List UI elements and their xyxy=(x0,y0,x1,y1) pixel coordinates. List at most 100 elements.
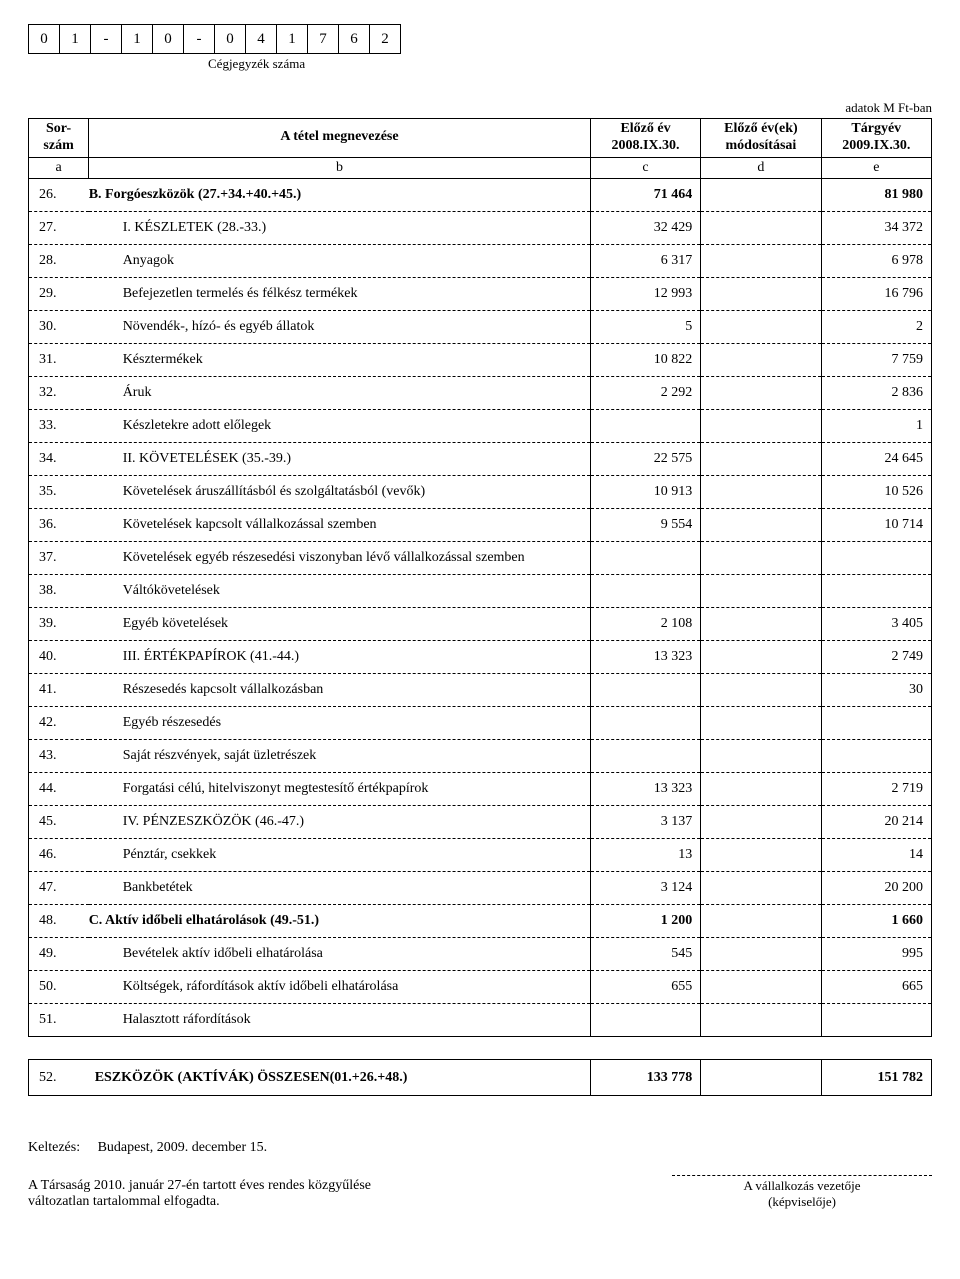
th-sorszam: Sor- szám xyxy=(29,119,89,158)
row-prev-year xyxy=(590,707,700,740)
row-num: 30. xyxy=(29,311,89,344)
row-num: 28. xyxy=(29,245,89,278)
table-row: 38.Váltókövetelések xyxy=(29,575,932,608)
row-name: Részesedés kapcsolt vállalkozásban xyxy=(89,674,591,707)
table-row: 49.Bevételek aktív időbeli elhatárolása5… xyxy=(29,938,932,971)
row-current-year: 7 759 xyxy=(821,344,931,377)
registry-cell: 4 xyxy=(245,24,277,54)
table-row: 37.Követelések egyéb részesedési viszony… xyxy=(29,542,932,575)
row-current-year: 20 200 xyxy=(821,872,931,905)
row-prev-year: 22 575 xyxy=(590,443,700,476)
th-targyev: Tárgyév 2009.IX.30. xyxy=(821,119,931,158)
row-prev-year: 1 200 xyxy=(590,905,700,938)
table-row: 29.Befejezetlen termelés és félkész term… xyxy=(29,278,932,311)
row-modifications xyxy=(701,872,821,905)
row-current-year: 2 749 xyxy=(821,641,931,674)
row-name: Bevételek aktív időbeli elhatárolása xyxy=(89,938,591,971)
row-num: 27. xyxy=(29,212,89,245)
total-name: ESZKÖZÖK (AKTÍVÁK) ÖSSZESEN(01.+26.+48.) xyxy=(89,1060,591,1096)
row-prev-year: 13 323 xyxy=(590,773,700,806)
row-name: Befejezetlen termelés és félkész terméke… xyxy=(89,278,591,311)
registry-cell: 0 xyxy=(152,24,184,54)
row-name: Saját részvények, saját üzletrészek xyxy=(89,740,591,773)
registry-cell: 7 xyxy=(307,24,339,54)
row-num: 35. xyxy=(29,476,89,509)
registry-label: Cégjegyzék száma xyxy=(208,56,932,72)
row-current-year xyxy=(821,707,931,740)
row-name: Követelések egyéb részesedési viszonyban… xyxy=(89,542,591,575)
row-modifications xyxy=(701,608,821,641)
row-modifications xyxy=(701,938,821,971)
row-current-year: 14 xyxy=(821,839,931,872)
th-e: e xyxy=(821,157,931,179)
table-row: 33.Készletekre adott előlegek1 xyxy=(29,410,932,443)
row-prev-year: 655 xyxy=(590,971,700,1004)
signature-line-2: (képviselője) xyxy=(672,1194,932,1210)
row-num: 46. xyxy=(29,839,89,872)
registry-cell: 1 xyxy=(121,24,153,54)
th-c: c xyxy=(590,157,700,179)
row-num: 33. xyxy=(29,410,89,443)
row-current-year: 30 xyxy=(821,674,931,707)
table-row: 30.Növendék-, hízó- és egyéb állatok52 xyxy=(29,311,932,344)
th-modositasok: Előző év(ek) módosításai xyxy=(701,119,821,158)
row-modifications xyxy=(701,839,821,872)
registry-cell: - xyxy=(90,24,122,54)
registry-number: 01-10-041762 xyxy=(28,24,932,54)
row-prev-year xyxy=(590,740,700,773)
row-prev-year xyxy=(590,542,700,575)
row-prev-year xyxy=(590,410,700,443)
row-prev-year: 10 913 xyxy=(590,476,700,509)
row-current-year: 6 978 xyxy=(821,245,931,278)
balance-table: Sor- szám A tétel megnevezése Előző év 2… xyxy=(28,118,932,1037)
row-current-year: 1 660 xyxy=(821,905,931,938)
table-row: 45.IV. PÉNZESZKÖZÖK (46.-47.)3 13720 214 xyxy=(29,806,932,839)
row-name: III. ÉRTÉKPAPÍROK (41.-44.) xyxy=(89,641,591,674)
footer-note-2: változatlan tartalommal elfogadta. xyxy=(28,1194,371,1210)
row-current-year: 34 372 xyxy=(821,212,931,245)
row-num: 43. xyxy=(29,740,89,773)
row-prev-year: 9 554 xyxy=(590,509,700,542)
row-modifications xyxy=(701,476,821,509)
th-d: d xyxy=(701,157,821,179)
row-modifications xyxy=(701,377,821,410)
row-modifications xyxy=(701,773,821,806)
row-modifications xyxy=(701,344,821,377)
row-name: I. KÉSZLETEK (28.-33.) xyxy=(89,212,591,245)
table-row: 31.Késztermékek10 8227 759 xyxy=(29,344,932,377)
row-name: Egyéb követelések xyxy=(89,608,591,641)
row-modifications xyxy=(701,905,821,938)
signature-block: A vállalkozás vezetője (képviselője) xyxy=(672,1175,932,1210)
row-num: 36. xyxy=(29,509,89,542)
total-d xyxy=(701,1060,821,1096)
row-num: 40. xyxy=(29,641,89,674)
row-modifications xyxy=(701,212,821,245)
row-num: 48. xyxy=(29,905,89,938)
table-row: 48.C. Aktív időbeli elhatárolások (49.-5… xyxy=(29,905,932,938)
table-row: 41.Részesedés kapcsolt vállalkozásban30 xyxy=(29,674,932,707)
registry-cell: - xyxy=(183,24,215,54)
table-row: 46.Pénztár, csekkek1314 xyxy=(29,839,932,872)
table-row: 36.Követelések kapcsolt vállalkozással s… xyxy=(29,509,932,542)
registry-cell: 1 xyxy=(59,24,91,54)
table-row: 28.Anyagok6 3176 978 xyxy=(29,245,932,278)
row-modifications xyxy=(701,542,821,575)
row-current-year xyxy=(821,740,931,773)
registry-cell: 6 xyxy=(338,24,370,54)
row-modifications xyxy=(701,443,821,476)
th-b: b xyxy=(89,157,591,179)
row-prev-year: 13 323 xyxy=(590,641,700,674)
row-prev-year xyxy=(590,1004,700,1037)
table-row: 50.Költségek, ráfordítások aktív időbeli… xyxy=(29,971,932,1004)
keltezes-value: Budapest, 2009. december 15. xyxy=(98,1140,268,1155)
total-table: 52. ESZKÖZÖK (AKTÍVÁK) ÖSSZESEN(01.+26.+… xyxy=(28,1059,932,1096)
row-current-year: 665 xyxy=(821,971,931,1004)
table-row: 35.Követelések áruszállításból és szolgá… xyxy=(29,476,932,509)
row-current-year: 16 796 xyxy=(821,278,931,311)
row-name: Bankbetétek xyxy=(89,872,591,905)
footer: Keltezés: Budapest, 2009. december 15. A… xyxy=(28,1140,932,1210)
row-prev-year: 32 429 xyxy=(590,212,700,245)
row-prev-year: 3 124 xyxy=(590,872,700,905)
table-row: 51.Halasztott ráfordítások xyxy=(29,1004,932,1037)
row-modifications xyxy=(701,509,821,542)
